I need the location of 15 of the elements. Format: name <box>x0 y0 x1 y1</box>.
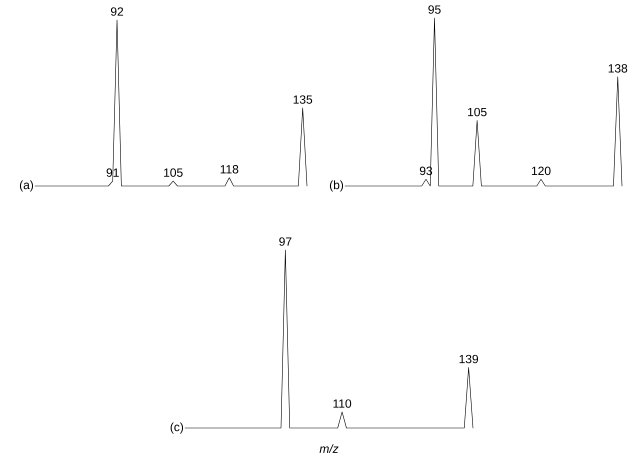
x-tick-label: 97 <box>279 237 292 246</box>
text: (c) <box>170 422 184 434</box>
x-tick-label: 118 <box>220 165 238 174</box>
x-tick-label: 105 <box>468 108 487 116</box>
x-tick-label: 95 <box>428 5 441 14</box>
x-tick-label: 105 <box>164 168 183 177</box>
x-tick-label: 135 <box>294 95 312 104</box>
x-tick-label: 92 <box>110 7 124 16</box>
x-tick-label: 138 <box>608 64 628 73</box>
x-tick-label: 120 <box>532 166 551 176</box>
text: (a) <box>20 180 34 192</box>
x-axis-title: m/z <box>320 444 338 453</box>
text: (b) <box>330 180 344 192</box>
x-tick-label: 139 <box>460 354 478 364</box>
x-tick-label: 110 <box>333 399 352 408</box>
